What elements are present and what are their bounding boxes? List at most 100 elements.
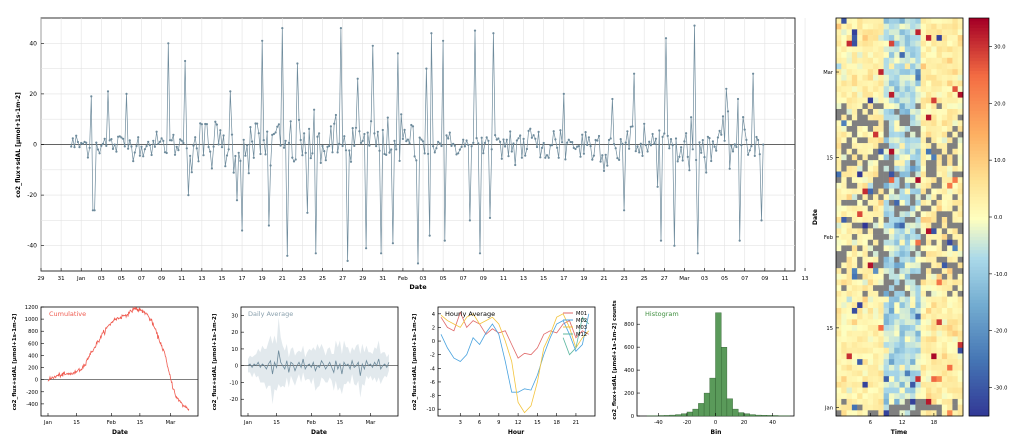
main-series-point	[556, 146, 559, 149]
heatmap-cell	[941, 222, 948, 229]
main-series-point	[468, 219, 471, 222]
heatmap-cell	[846, 57, 853, 64]
main-series-point	[314, 252, 317, 255]
heatmap-cell	[920, 205, 927, 212]
colorbar-segment	[969, 323, 989, 327]
colorbar-segment	[969, 376, 989, 380]
heatmap-cell	[867, 57, 874, 64]
main-series-point	[346, 259, 349, 262]
heatmap-cell	[941, 330, 948, 337]
heatmap-cell	[899, 86, 906, 93]
heatmap-cell	[925, 336, 932, 343]
hourly-series-line	[562, 316, 590, 356]
heatmap-cell	[915, 290, 921, 297]
heatmap-cell	[862, 353, 869, 360]
heatmap-cell	[936, 97, 943, 104]
heatmap-cell	[894, 364, 900, 371]
heatmap-xtick-label: 18	[931, 420, 938, 426]
heatmap-cell	[873, 23, 879, 30]
heatmap-cell	[941, 80, 948, 87]
main-series-point	[80, 141, 83, 145]
main-series-point	[520, 156, 524, 159]
heatmap-cell	[941, 74, 948, 81]
heatmap-cell	[941, 279, 948, 286]
main-series-point	[653, 142, 656, 145]
heatmap-cell	[846, 319, 853, 326]
colorbar-segment	[969, 170, 989, 175]
heatmap-cell	[925, 205, 932, 212]
heatmap-cell	[904, 114, 911, 121]
heatmap-cell	[952, 194, 959, 201]
heatmap-cell	[899, 256, 906, 263]
main-series-point	[96, 148, 100, 151]
heatmap-cell	[851, 194, 858, 201]
heatmap-cell	[851, 69, 858, 76]
main-series-point	[341, 144, 344, 148]
heatmap-cell	[883, 268, 890, 275]
heatmap-cell	[931, 18, 937, 24]
heatmap-cell	[910, 165, 916, 172]
main-series-point	[299, 138, 302, 142]
heatmap-cell	[894, 404, 900, 411]
main-series-point	[403, 128, 406, 131]
main-series-point	[535, 145, 539, 149]
heatmap-cell	[931, 268, 937, 275]
heatmap-cell	[841, 160, 847, 167]
main-series-point	[611, 97, 614, 101]
hourly-legend-label: M02	[576, 318, 587, 324]
heatmap-cell	[925, 398, 932, 405]
main-series-point	[715, 149, 718, 152]
heatmap-cell	[910, 330, 916, 337]
main-series-point	[502, 138, 505, 141]
heatmap-cell	[857, 285, 863, 292]
heatmap-cell	[841, 205, 847, 212]
heatmap-cell	[878, 347, 884, 354]
heatmap-cell	[910, 268, 916, 275]
heatmap-cell	[862, 148, 869, 155]
heatmap-cell	[841, 97, 847, 104]
heatmap-cell	[947, 120, 953, 127]
colorbar-tick-label: -20.0	[994, 329, 1007, 335]
main-series-point	[276, 125, 279, 128]
heatmap-cell	[941, 285, 948, 292]
heatmap-cell	[936, 108, 943, 115]
heatmap-cell	[841, 273, 847, 280]
heatmap-cell	[862, 342, 869, 349]
heatmap-cell	[947, 91, 953, 98]
heatmap-cell	[936, 290, 943, 297]
main-series-point	[313, 108, 316, 111]
heatmap-cell	[836, 171, 842, 178]
hourly-ytick-label: -6	[430, 380, 435, 386]
heatmap-cell	[941, 40, 948, 47]
main-series-point	[463, 145, 466, 148]
heatmap-cell	[915, 46, 921, 53]
main-series-point	[423, 152, 426, 155]
heatmap-cell	[857, 97, 863, 104]
main-series-point	[483, 141, 487, 144]
heatmap-cell	[925, 126, 932, 133]
heatmap-cell	[925, 296, 932, 303]
colorbar-segment	[969, 71, 989, 75]
heatmap-cell	[894, 29, 900, 36]
heatmap-cell	[873, 285, 879, 292]
main-series-point	[633, 72, 636, 75]
heatmap-cell	[947, 23, 953, 30]
heatmap-cell	[888, 137, 895, 144]
heatmap-cell	[888, 23, 895, 30]
heatmap-cell	[883, 131, 890, 138]
heatmap-cell	[841, 296, 847, 303]
heatmap-cell	[862, 165, 869, 172]
main-series-point	[363, 132, 366, 136]
heatmap-cell	[931, 211, 937, 218]
main-series-point	[731, 150, 735, 153]
heatmap-cell	[878, 376, 884, 383]
heatmap-cell	[878, 57, 884, 64]
heatmap-cell	[941, 171, 948, 178]
heatmap-cell	[888, 245, 895, 252]
heatmap-cell	[957, 40, 964, 47]
heatmap-cell	[915, 387, 921, 394]
heatmap-cell	[846, 387, 853, 394]
heatmap-cell	[878, 245, 884, 252]
heatmap-cell	[857, 177, 863, 184]
